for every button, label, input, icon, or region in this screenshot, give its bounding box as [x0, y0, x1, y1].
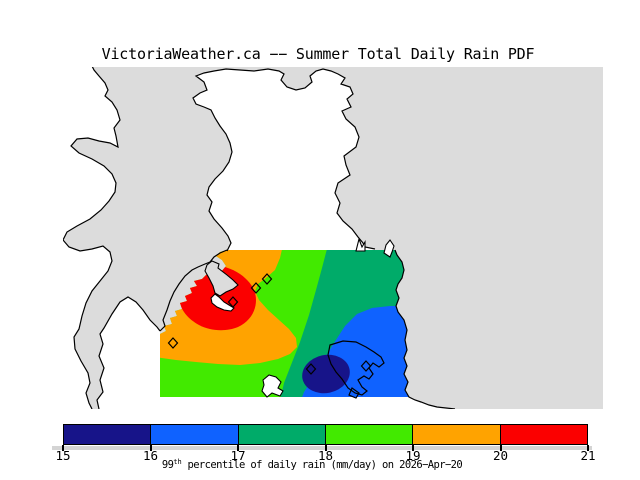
colorbar-tick-20 — [499, 445, 502, 451]
island-outline-small — [348, 387, 360, 399]
coastline-east — [394, 249, 456, 409]
station-markers — [167, 273, 372, 375]
coastline-left — [63, 67, 121, 409]
colorbar-tick-18 — [324, 445, 327, 451]
colorbar-label-17: 17 — [230, 448, 246, 463]
colorbar-segment-16-17 — [150, 425, 238, 444]
colorbar-segment-19-20 — [412, 425, 500, 444]
coastline-inlet — [192, 68, 376, 252]
notch-bay-right — [383, 239, 395, 258]
peninsula-wedge — [204, 260, 239, 297]
colorbar-label-15: 15 — [55, 448, 71, 463]
island-white-south — [261, 374, 284, 398]
colorbar-label-21: 21 — [580, 448, 596, 463]
water-bottom-strait — [97, 297, 450, 409]
colorbar-tick-21 — [587, 445, 589, 451]
colorbar-segment-15-16 — [64, 425, 151, 444]
station-diamond-3 — [261, 273, 273, 285]
station-diamond-6 — [360, 360, 372, 372]
coastline-southwest — [159, 249, 228, 332]
colorbar-tick-15 — [62, 445, 64, 451]
colorbar-segment-18-19 — [324, 425, 413, 444]
station-diamond-5 — [305, 363, 317, 375]
station-diamond-4 — [167, 337, 179, 349]
colorbar-shadow — [52, 446, 592, 450]
water-inlet — [193, 69, 375, 251]
colorbar-label-20: 20 — [492, 448, 509, 463]
caption-base: 99 — [161, 459, 174, 471]
colorbar-tick-19 — [412, 445, 414, 451]
page-title: VictoriaWeather.ca −− Summer Total Daily… — [101, 45, 535, 63]
station-diamond-1 — [227, 296, 239, 308]
colorbar-caption: 99th percentile of daily rain (mm/day) o… — [161, 458, 463, 471]
colorbar-tick-17 — [237, 445, 239, 451]
colorbar-tick-16 — [149, 445, 152, 451]
rain-contour-field — [160, 250, 409, 397]
colorbar-label-18: 18 — [317, 448, 334, 463]
caption-superscript: th — [173, 458, 182, 466]
colorbar-label-16: 16 — [142, 448, 159, 463]
notch-bay-small — [355, 237, 366, 252]
caption-rest: percentile of daily rain (mm/day) on 202… — [181, 459, 463, 471]
colorbar-segment-20-21 — [499, 425, 587, 444]
harbour-inlet — [210, 293, 235, 312]
colorbar-segment-17-18 — [237, 425, 325, 444]
colorbar — [63, 424, 588, 445]
station-diamond-2 — [250, 282, 262, 294]
band-15-16 — [302, 354, 350, 394]
water-left-channel — [63, 67, 120, 409]
coastline-gorge — [96, 296, 161, 409]
island-outline-large — [327, 340, 385, 396]
colorbar-label-19: 19 — [405, 448, 421, 463]
